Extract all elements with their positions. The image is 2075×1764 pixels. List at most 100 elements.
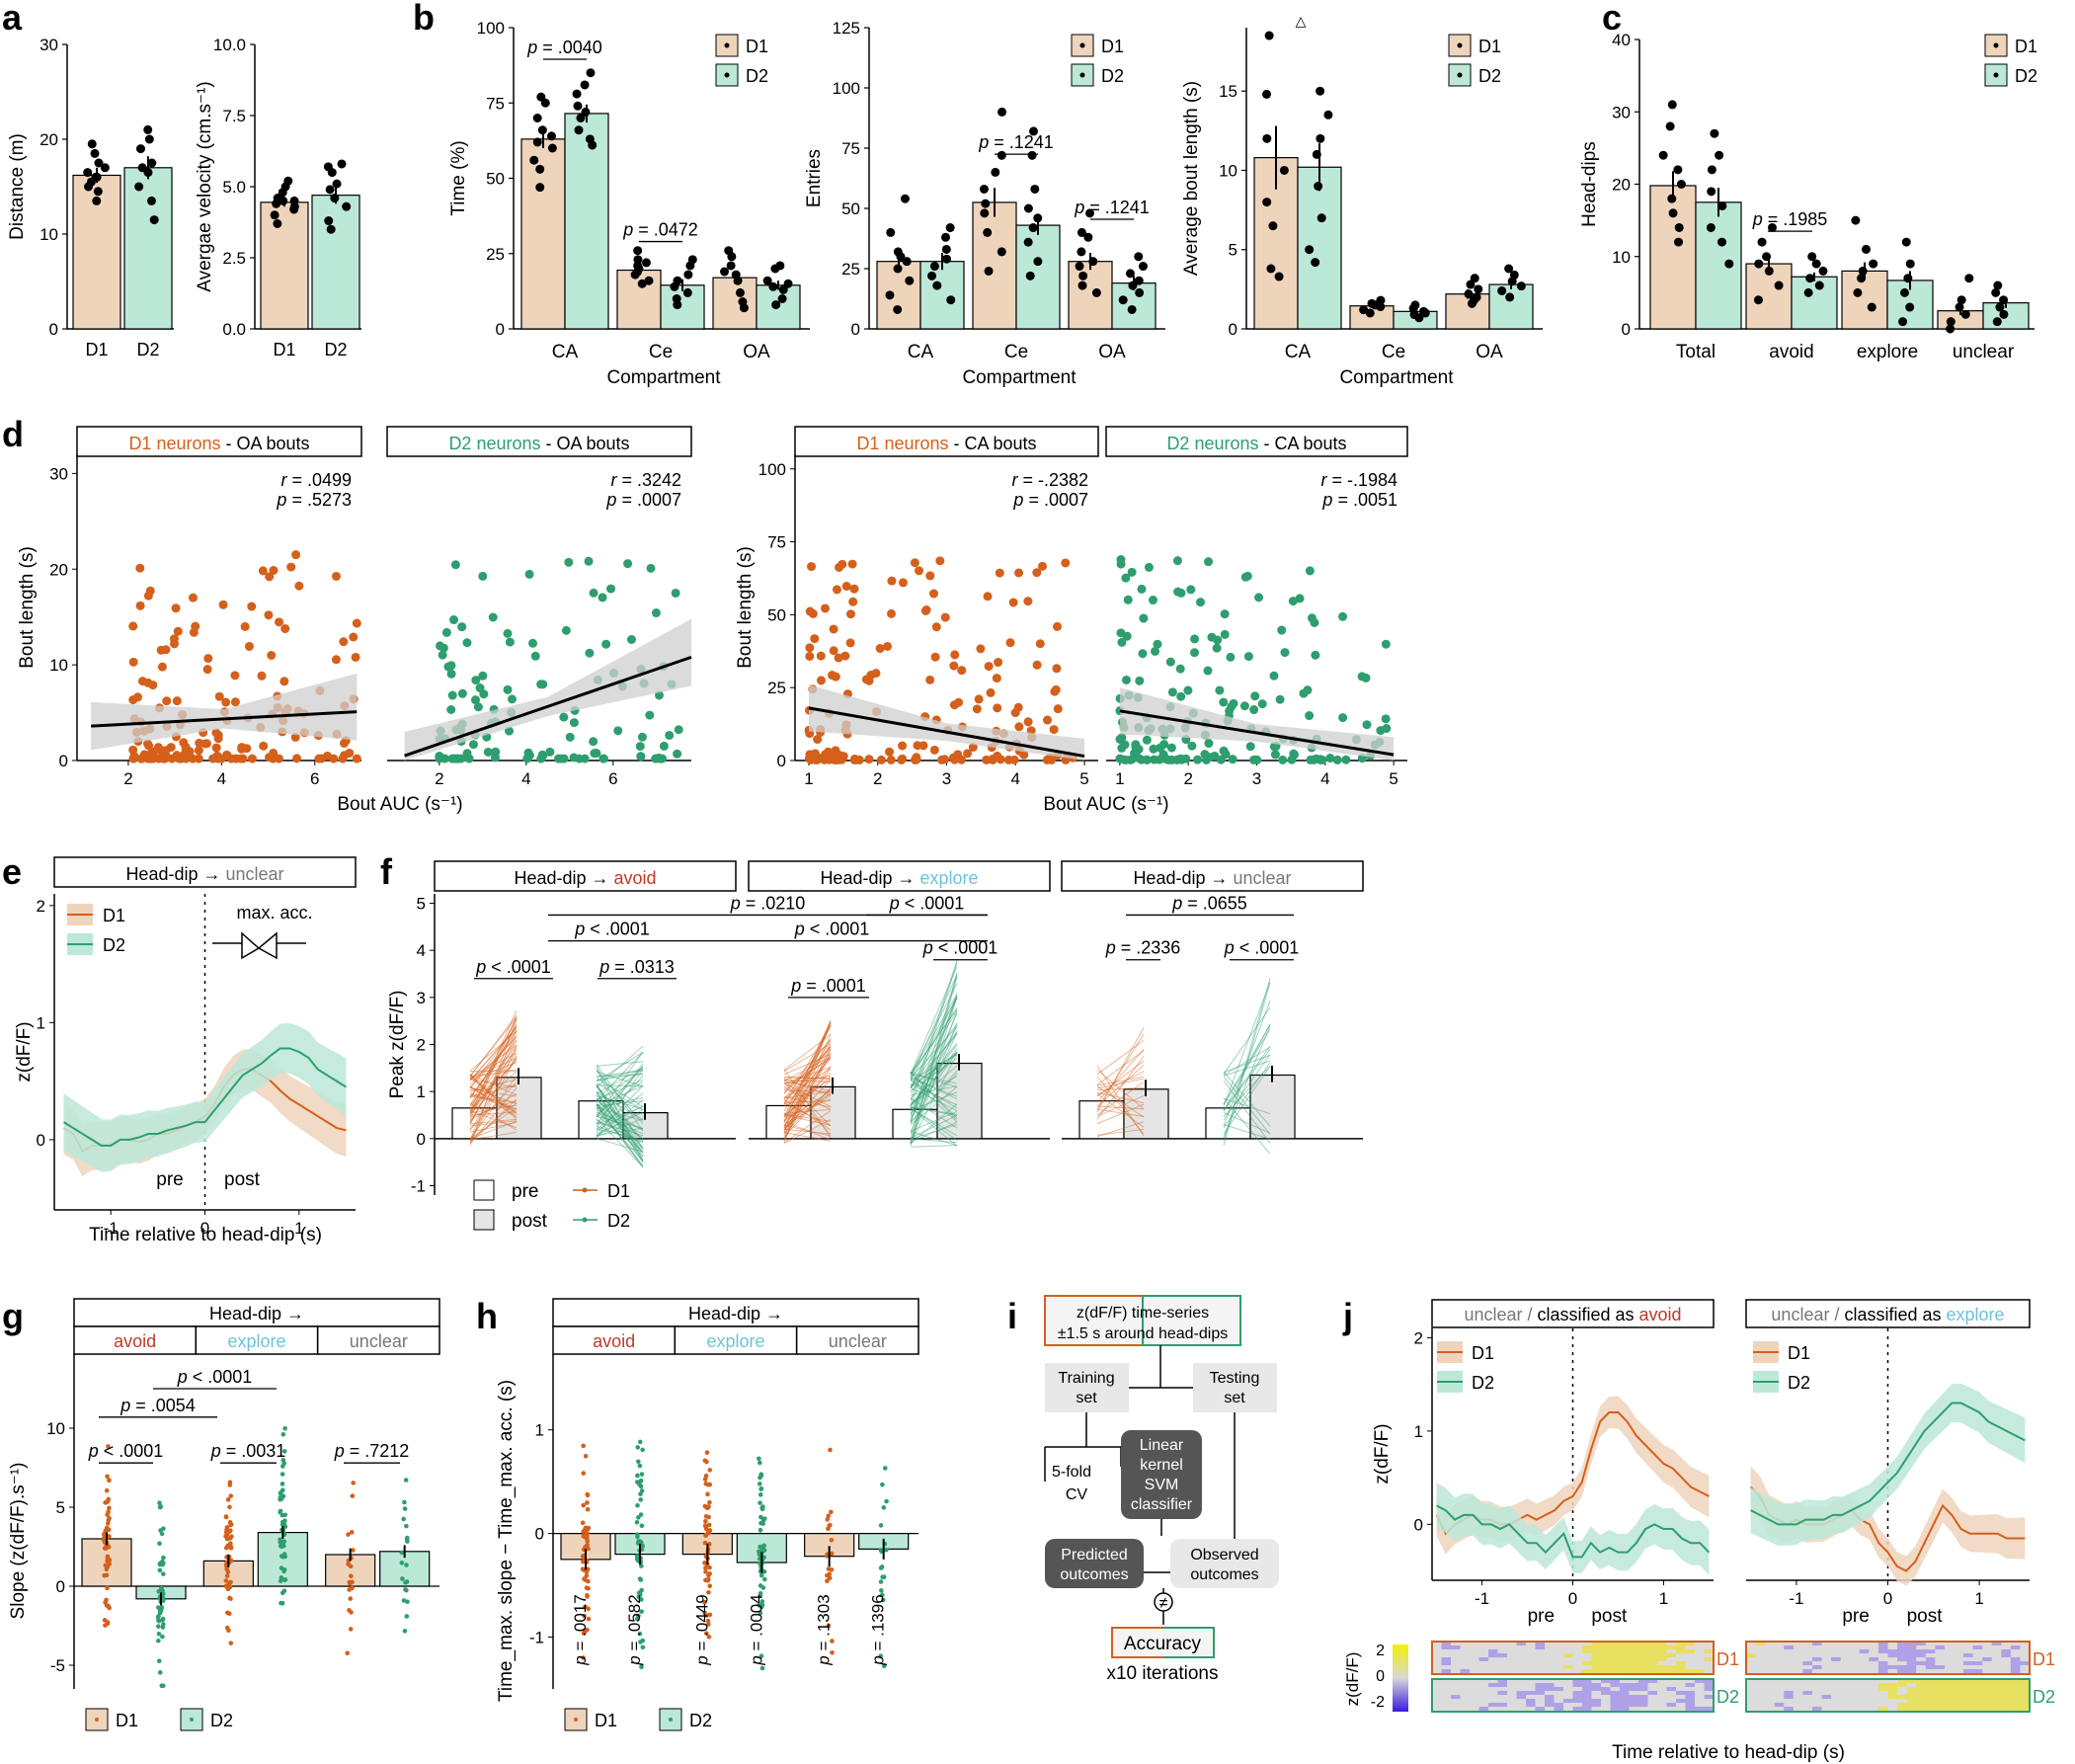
panel-f-paired-line (910, 1086, 958, 1112)
panel-j-heatmap-cell (2010, 1703, 2021, 1708)
panel-b1-legend-label-d2: D2 (746, 66, 768, 86)
panel-h-point (758, 1492, 763, 1497)
panel-d-point (1257, 699, 1267, 709)
panel-g-point (161, 1622, 166, 1627)
panel-f-paired-line (469, 1023, 518, 1114)
panel-j-heatmap-cell (1802, 1687, 1813, 1692)
panel-c-ytick-label: 30 (1612, 103, 1631, 121)
panel-f-paired-line (910, 983, 958, 1076)
panel-g-point (223, 1514, 229, 1519)
neq-symbol: ≠ (1159, 1595, 1168, 1612)
observed-box (1170, 1539, 1279, 1588)
panel-j-heatmap-cell (1821, 1642, 1832, 1646)
panel-j-heatmap-cell (1610, 1687, 1621, 1692)
panel-f-paired-line (469, 1075, 518, 1121)
panel-d-point (1149, 744, 1158, 754)
panel-h-ytick-label: 0 (535, 1525, 544, 1544)
panel-a2-ytick-label: 7.5 (222, 107, 246, 125)
panel-d-point (264, 610, 274, 620)
panel-j-heatmap-cell (1563, 1669, 1573, 1674)
panel-a1-point (147, 158, 157, 168)
panel-b1-ylabel: Time (%) (448, 140, 469, 215)
panel-b1-point (682, 287, 692, 297)
panel-d-point (1032, 568, 1042, 578)
panel-b3-ylabel: Average bout length (s) (1181, 81, 1202, 276)
panel-j-heatmap-cell (1545, 1653, 1555, 1658)
panel-b1-legend-label-d1: D1 (746, 37, 768, 56)
panel-f-paired-line (596, 1073, 644, 1082)
panel-j-heatmap-cell (1610, 1695, 1621, 1700)
panel-d-point (1250, 691, 1260, 701)
panel-j-heatmap-cell (1516, 1669, 1527, 1674)
panel-j-facet0-ytick-label: 0 (1414, 1515, 1423, 1534)
panel-g-point (102, 1572, 107, 1578)
panel-f-paired-line (783, 1040, 832, 1112)
panel-a1-point (90, 148, 100, 158)
panel-f-paired-line (783, 1087, 832, 1137)
panel-f-paired-line (783, 1065, 832, 1126)
panel-h-point (881, 1505, 887, 1510)
panel-j-heatmap-cell (1478, 1691, 1489, 1696)
panel-j-heatmap-cell (1704, 1695, 1715, 1700)
panel-f-paired-line (596, 1067, 644, 1094)
panel-j-heatmap-cell (1916, 1645, 1927, 1650)
panel-h-group-strip (552, 1325, 677, 1355)
panel-j-heatmap-cell (1784, 1707, 1795, 1712)
panel-j-heatmap-cell (1478, 1703, 1489, 1708)
panel-j-heatmap-cell (1441, 1653, 1452, 1658)
panel-j-heatmap-cell (1982, 1669, 1993, 1674)
panel-g-legend-d2-dot (190, 1718, 194, 1722)
panel-d-point (1187, 741, 1197, 751)
panel-j-heatmap-cell (1470, 1653, 1479, 1658)
panel-j-heatmap-cell (1704, 1657, 1715, 1662)
panel-f-sig-5-text: p = .0313 (599, 957, 675, 977)
panel-b1-point (762, 276, 772, 285)
panel-f-ylabel: Peak z(dF/F) (387, 991, 408, 1099)
panel-f-paired-line (783, 1110, 832, 1144)
panel-h-point (881, 1663, 887, 1669)
panel-f-paired-line (910, 1097, 958, 1129)
panel-j-heatmap-cell (1460, 1657, 1471, 1662)
panel-f-paired-line (783, 1092, 832, 1126)
panel-f-paired-line (596, 1069, 644, 1102)
panel-d-point (144, 741, 154, 751)
panel-d-point (564, 557, 574, 567)
panel-j-heatmap-cell (1887, 1642, 1898, 1646)
panel-h-point (581, 1471, 587, 1476)
panel-j-heatmap-cell (1821, 1695, 1832, 1700)
panel-j-heatmap-cell (1821, 1707, 1832, 1712)
panel-j-heatmap-cell (1488, 1657, 1498, 1662)
panel-b3-point (1262, 89, 1272, 99)
panel-j-heatmap-cell (1859, 1707, 1870, 1712)
panel-j-heatmap-cell (1784, 1679, 1795, 1684)
panel-f-paired-line (1096, 1071, 1145, 1096)
panel-a2-point (323, 162, 333, 172)
panel-g-group-label-explore: explore (227, 1331, 285, 1351)
panel-c-point (1905, 302, 1915, 312)
panel-d-point (1144, 562, 1154, 572)
panel-f-paired-line (596, 1074, 644, 1078)
cv-label: 5-fold (1052, 1464, 1091, 1481)
panel-j-heatmap-cell (1601, 1687, 1611, 1692)
panel-f-paired-line (910, 1074, 958, 1084)
panel-j-heatmap-cell (1916, 1642, 1927, 1646)
panel-d-point (1277, 625, 1287, 635)
panel-d-point (1249, 755, 1259, 764)
panel-j-heatmap-cell (1802, 1699, 1813, 1704)
panel-j-heatmap-cell (1811, 1645, 1823, 1650)
panel-j-heatmap-cell (1638, 1669, 1648, 1674)
panel-j-heatmap-cell (1507, 1703, 1517, 1708)
panel-b1-point (633, 246, 643, 256)
panel-b2-point (1075, 262, 1084, 272)
panel-d-point (838, 559, 847, 569)
panel-j-heatmap-cell (1793, 1661, 1803, 1666)
panel-a1-point (149, 215, 159, 225)
panel-d-point (244, 641, 254, 651)
panel-d-xtick-label: 2 (435, 769, 443, 788)
panel-b2-xtick-label: CA (908, 342, 934, 362)
panel-d-point (645, 710, 655, 720)
panel-j-heatmap-cell (1526, 1707, 1536, 1712)
panel-d-point (349, 632, 359, 642)
panel-j-colorbar-label: z(dF/F) (1343, 1652, 1362, 1707)
split-arrow (1129, 1345, 1193, 1389)
